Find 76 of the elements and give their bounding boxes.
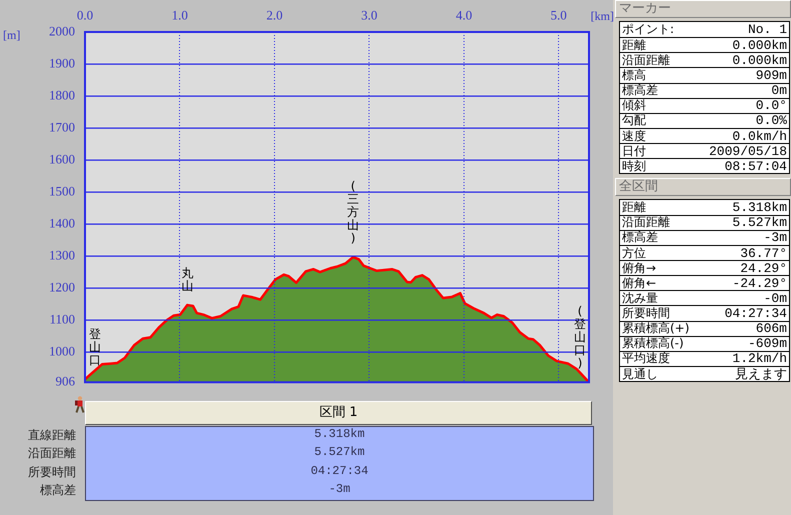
y-tick-label: 1600	[49, 151, 75, 166]
text: 所要時間	[622, 305, 670, 322]
y-tick-label: 1500	[49, 183, 75, 198]
text: -24.29°	[732, 276, 787, 291]
text: 方位	[622, 244, 646, 262]
text: 全区間	[615, 178, 791, 196]
y-tick-label: 2000	[49, 23, 75, 38]
text: 傾斜	[622, 97, 646, 114]
text: 勾配	[622, 112, 646, 130]
text: 0.000km	[732, 52, 787, 68]
text: 日付	[622, 142, 646, 160]
text: 標高差	[622, 229, 658, 246]
text: 所要時間	[27, 464, 76, 481]
text: 時刻	[622, 158, 646, 175]
x-tick-label: 1.0	[172, 8, 188, 23]
text: 0.0km/h	[732, 128, 787, 144]
text: No. 1	[748, 22, 787, 38]
text: 区間 1	[85, 401, 592, 425]
text: 5.527km	[313, 445, 366, 462]
text: 606m	[756, 321, 787, 336]
y-axis-title: [m]	[3, 28, 20, 42]
text: 距離	[622, 198, 646, 216]
text: 04:27:34	[310, 464, 370, 480]
x-axis-title: [km]	[590, 9, 614, 24]
text: 0.000km	[732, 38, 787, 53]
text: -3m	[328, 482, 352, 498]
y-tick-label: 906	[56, 374, 76, 389]
text: 速度	[622, 128, 646, 145]
y-tick-label: 1800	[49, 87, 75, 102]
text: 累積標高(-)	[622, 335, 684, 352]
text: マーカー	[615, 0, 791, 18]
text: -3m	[764, 230, 787, 246]
text: 沿面距離	[27, 445, 76, 462]
text: 0m	[771, 83, 787, 98]
y-tick-label: 1400	[49, 215, 75, 230]
text: -609m	[748, 336, 787, 352]
y-tick-label: 1100	[49, 312, 75, 327]
text: 沿面距離	[622, 214, 670, 231]
text: 5.527km	[732, 215, 787, 230]
y-tick-label: 1300	[49, 248, 75, 262]
text: 俯角←	[622, 274, 656, 292]
text: 24.29°	[740, 260, 787, 276]
text: 沈み量	[622, 290, 658, 307]
x-tick-label: 5.0	[550, 8, 567, 23]
text: 909m	[756, 68, 787, 83]
text: 見通し	[622, 366, 658, 383]
text: 距離	[622, 36, 646, 54]
x-tick-label: 2.0	[266, 8, 283, 23]
text: 俯角→	[622, 260, 656, 277]
x-tick-label: 4.0	[456, 8, 472, 23]
y-tick-label: 1900	[49, 55, 75, 70]
x-tick-label: 0.0	[76, 8, 94, 23]
text: 標高	[622, 67, 646, 84]
text: 08:57:04	[724, 158, 787, 174]
text: -0m	[764, 290, 787, 306]
text: 36.77°	[740, 246, 787, 260]
annotation: 登山口	[88, 327, 102, 368]
y-tick-label: 1000	[49, 344, 75, 359]
text: 直線距離	[27, 427, 76, 444]
y-tick-label: 1700	[49, 119, 75, 134]
x-tick-label: 3.0	[361, 8, 378, 23]
text: 標高差	[622, 82, 658, 99]
text: 04:27:34	[724, 306, 787, 322]
text: 1.2km/h	[732, 351, 787, 366]
text: 5.318km	[732, 200, 787, 215]
text: 沿面距離	[622, 52, 670, 68]
text: 見えます	[735, 366, 787, 384]
text: 0.0%	[756, 113, 787, 128]
text: 累積標高(+)	[622, 320, 690, 337]
text: 標高差	[39, 482, 76, 499]
text: 5.318km	[313, 427, 366, 443]
text: 2009/05/18	[708, 144, 787, 159]
y-tick-label: 1200	[49, 280, 75, 295]
text: 0.0°	[756, 98, 787, 114]
text: 平均速度	[622, 350, 670, 368]
text: ポイント:	[622, 21, 674, 38]
